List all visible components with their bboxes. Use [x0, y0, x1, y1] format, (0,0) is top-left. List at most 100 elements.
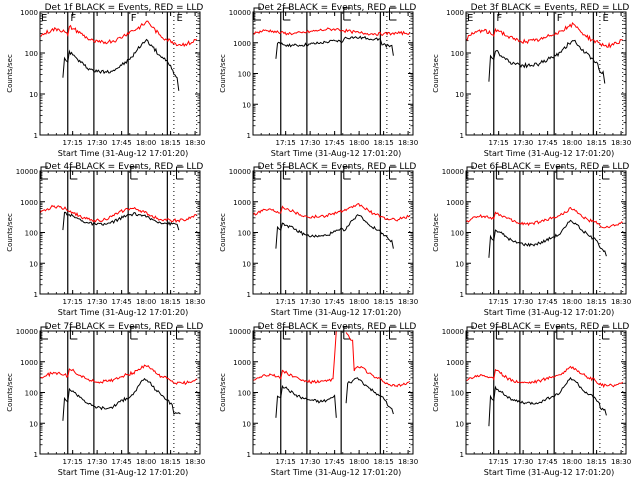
x-tick-label: 18:30 [611, 458, 631, 466]
y-tick-label: 1 [460, 132, 464, 140]
region-marker-bracket [176, 326, 184, 339]
region-marker-bracket [130, 166, 138, 179]
region-label: E [177, 13, 183, 24]
x-tick-label: 17:45 [325, 139, 345, 147]
y-axis-label: Counts/sec [432, 213, 440, 252]
series-line-events [275, 214, 394, 249]
x-tick-label: 18:30 [185, 298, 205, 306]
panel-det-7f: Det 7f BLACK = Events, RED = LLD Counts/s… [6, 322, 205, 477]
y-tick-label: 100 [451, 230, 464, 238]
plot-frame [252, 11, 414, 136]
x-axis-label: Start Time (31-Aug-12 17:01:20) [271, 468, 402, 477]
x-tick-label: 18:00 [562, 458, 582, 466]
y-tick-label: 1 [34, 132, 38, 140]
panel-det-4f: Det 4f BLACK = Events, RED = LLD Counts/s… [6, 162, 205, 317]
y-tick-label: 1000 [20, 359, 38, 367]
y-tick-label: 10 [29, 91, 38, 99]
series-line-lld [252, 203, 410, 222]
region-label: F [131, 13, 137, 24]
region-marker-bracket [69, 326, 78, 339]
series-line-events [275, 35, 394, 59]
x-axis-label: Start Time (31-Aug-12 17:01:20) [58, 308, 189, 317]
x-tick-label: 18:15 [161, 458, 181, 466]
region-marker-bracket [282, 166, 291, 179]
series-line-events [275, 377, 394, 418]
region-label: F [557, 13, 563, 24]
plot-frame [465, 11, 627, 136]
x-tick-label: 18:15 [374, 139, 394, 147]
panel-title: Det 8f BLACK = Events, RED = LLD [258, 322, 417, 332]
x-tick-label: 18:00 [349, 458, 369, 466]
x-tick-label: 18:15 [587, 458, 607, 466]
region-marker-bracket [495, 326, 504, 339]
y-axis-label: Counts/sec [219, 54, 227, 93]
region-marker-bracket [556, 326, 564, 339]
y-tick-label: 100 [238, 390, 251, 398]
y-axis-label: Counts/sec [432, 373, 440, 412]
x-tick-label: 17:15 [489, 139, 509, 147]
panel-det-1f: Det 1f BLACK = Events, RED = LLD Counts/s… [6, 3, 205, 158]
x-axis-label: Start Time (31-Aug-12 17:01:20) [484, 468, 615, 477]
y-tick-label: 1000 [233, 199, 251, 207]
y-tick-label: 100 [238, 230, 251, 238]
panel-title: Det 9f BLACK = Events, RED = LLD [471, 322, 630, 332]
x-tick-label: 17:30 [300, 458, 320, 466]
x-tick-label: 17:15 [63, 139, 83, 147]
series-line-events [488, 39, 606, 84]
series-line-events [62, 38, 180, 91]
series-line-events [62, 377, 181, 421]
plot-frame [39, 330, 201, 455]
series-line-lld [252, 330, 410, 388]
y-tick-label: 10 [29, 420, 38, 428]
y-tick-label: 1000 [446, 9, 464, 17]
region-marker-bracket [130, 326, 138, 339]
y-tick-label: 1 [247, 291, 251, 299]
series-line-events [488, 219, 607, 258]
x-tick-label: 18:00 [349, 139, 369, 147]
region-label: E [41, 13, 47, 24]
panel-title: Det 4f BLACK = Events, RED = LLD [45, 162, 204, 172]
panel-title: Det 3f BLACK = Events, RED = LLD [471, 3, 630, 13]
x-tick-label: 17:30 [300, 298, 320, 306]
y-tick-label: 10000 [229, 9, 251, 17]
x-tick-label: 17:45 [538, 458, 558, 466]
x-axis-label: Start Time (31-Aug-12 17:01:20) [271, 308, 402, 317]
x-tick-label: 18:30 [398, 139, 418, 147]
y-tick-label: 1 [247, 451, 251, 459]
series-line-lld [39, 20, 197, 48]
region-marker-bracket [253, 166, 261, 179]
panel-det-9f: Det 9f BLACK = Events, RED = LLD Counts/s… [432, 322, 631, 477]
x-tick-label: 18:30 [398, 298, 418, 306]
y-tick-label: 100 [238, 71, 251, 79]
x-tick-label: 18:30 [185, 139, 205, 147]
region-label: E [467, 13, 473, 24]
y-tick-label: 1000 [446, 359, 464, 367]
x-tick-label: 18:15 [161, 139, 181, 147]
region-marker-bracket [466, 326, 474, 339]
x-tick-label: 17:30 [87, 298, 107, 306]
x-tick-label: 18:15 [374, 458, 394, 466]
x-tick-label: 18:30 [398, 458, 418, 466]
y-tick-label: 1000 [446, 199, 464, 207]
x-tick-label: 17:30 [87, 139, 107, 147]
x-tick-label: 18:00 [136, 298, 156, 306]
panel-title: Det 5f BLACK = Events, RED = LLD [258, 162, 417, 172]
y-axis-label: Counts/sec [219, 213, 227, 252]
x-tick-label: 17:15 [489, 458, 509, 466]
y-axis-label: Counts/sec [219, 373, 227, 412]
x-tick-label: 17:30 [513, 458, 533, 466]
region-marker-bracket [40, 166, 48, 179]
y-tick-label: 10 [242, 101, 251, 109]
y-tick-label: 10000 [442, 168, 464, 176]
panel-det-3f: Det 3f BLACK = Events, RED = LLD Counts/s… [432, 3, 631, 158]
panel-det-2f: Det 2f BLACK = Events, RED = LLD Counts/s… [219, 3, 418, 158]
region-marker-bracket [282, 326, 291, 339]
x-tick-label: 18:15 [587, 139, 607, 147]
x-tick-label: 17:45 [325, 298, 345, 306]
plot-frame [39, 170, 201, 295]
y-axis-label: Counts/sec [432, 54, 440, 93]
y-tick-label: 1000 [20, 9, 38, 17]
x-tick-label: 17:15 [276, 139, 296, 147]
region-marker-bracket [343, 166, 351, 179]
